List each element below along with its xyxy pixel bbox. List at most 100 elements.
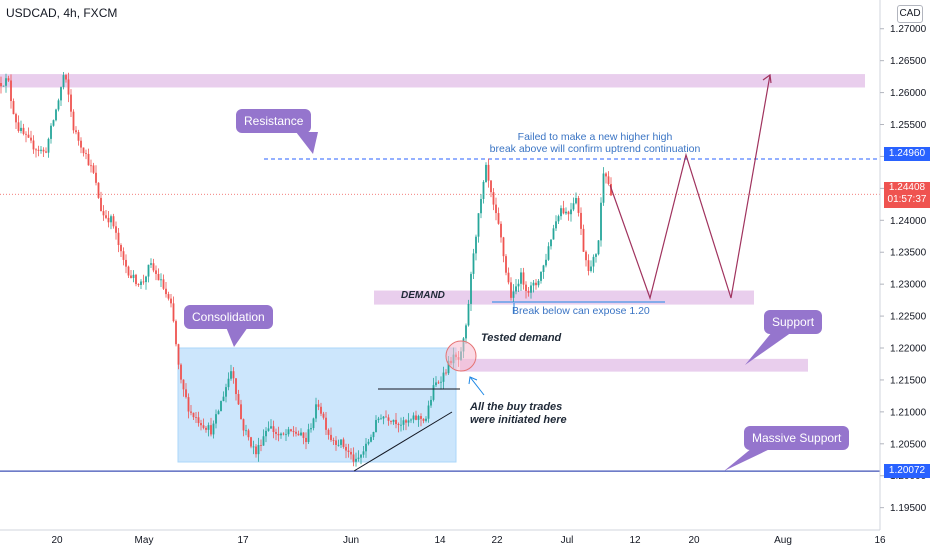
candle-body — [465, 325, 467, 339]
candle-body — [560, 208, 562, 217]
candle-body — [20, 127, 22, 131]
candle-body — [500, 223, 502, 238]
candle-body — [410, 419, 412, 421]
candle-body — [607, 176, 610, 184]
resistance-callout: Resistance — [236, 109, 312, 133]
candle-body — [190, 411, 192, 413]
candle-body — [30, 137, 32, 141]
candle-body — [427, 405, 430, 419]
demand-zone-label: DEMAND — [401, 290, 445, 301]
candle-body — [215, 414, 217, 424]
candle-body — [10, 80, 12, 102]
candle-body — [132, 274, 135, 278]
rising-trendline — [353, 411, 453, 472]
candle-body — [140, 281, 142, 285]
candle-body — [382, 416, 385, 419]
candle-body — [252, 446, 255, 448]
candle-body — [477, 213, 480, 237]
buy-trades-line1: All the buy trades — [470, 401, 563, 413]
candle-body — [255, 446, 257, 455]
candle-body — [527, 290, 530, 293]
candle-body — [170, 298, 172, 304]
candle-body — [380, 418, 382, 420]
y-tick-label: 1.25500 — [890, 120, 927, 131]
candle-body — [515, 286, 517, 292]
candle-body — [247, 430, 250, 438]
candle-body — [287, 429, 290, 435]
currency-button[interactable]: CAD — [897, 5, 923, 23]
candle-body — [490, 180, 492, 193]
y-tick-label: 1.19500 — [890, 503, 927, 514]
candle-body — [280, 433, 282, 436]
candle-body — [332, 440, 335, 441]
y-tick-label: 1.27000 — [890, 24, 927, 35]
candle-body — [487, 164, 490, 181]
candle-body — [482, 181, 485, 199]
current-price: 1.24408 — [888, 182, 926, 193]
candle-body — [290, 429, 292, 431]
candle-body — [235, 378, 237, 395]
candle-body — [62, 75, 65, 88]
candle-body — [582, 228, 585, 252]
candle-body — [155, 270, 157, 274]
candle-body — [485, 164, 487, 182]
candle-body — [532, 282, 535, 286]
candle-body — [212, 423, 215, 435]
candle-body — [292, 430, 295, 432]
candle-body — [187, 397, 190, 412]
candle-body — [430, 399, 432, 406]
candle-body — [525, 284, 527, 291]
candle-body — [407, 420, 410, 423]
candle-body — [125, 259, 127, 267]
failed-higher-high-note: Failed to make a new higher high break a… — [470, 131, 720, 155]
candle-body — [195, 417, 197, 418]
candle-body — [442, 372, 445, 382]
candle-body — [365, 443, 367, 452]
support-callout: Support — [764, 310, 823, 334]
candle-body — [327, 429, 330, 435]
candle-body — [265, 430, 267, 437]
candle-body — [70, 94, 72, 112]
candle-body — [495, 204, 497, 214]
candle-body — [150, 263, 152, 265]
candle-body — [185, 389, 187, 398]
x-tick-label: 16 — [874, 535, 886, 546]
candle-body — [7, 78, 10, 81]
candle-body — [397, 424, 400, 426]
candle-body — [55, 109, 57, 121]
candle-body — [512, 291, 515, 298]
candle-body — [227, 378, 230, 388]
candle-body — [272, 426, 275, 433]
candle-body — [242, 419, 245, 431]
x-tick-label: 20 — [688, 535, 700, 546]
candle-body — [342, 439, 345, 447]
candle-body — [372, 431, 375, 438]
candle-body — [305, 437, 307, 443]
candle-body — [595, 254, 597, 257]
candle-body — [580, 212, 582, 229]
candle-body — [585, 251, 587, 261]
candle-body — [480, 198, 482, 214]
candle-body — [237, 394, 240, 405]
consolidation-pointer — [226, 327, 248, 347]
candle-body — [112, 216, 115, 227]
candle-body — [172, 303, 175, 322]
candle-body — [95, 172, 97, 183]
candle-body — [587, 260, 590, 271]
candle-body — [497, 213, 500, 224]
candle-body — [165, 288, 167, 295]
overlay-drawings — [226, 73, 792, 472]
candle-body — [310, 428, 312, 430]
x-tick-label: 22 — [491, 535, 503, 546]
candle-body — [232, 371, 235, 379]
consolidation-box — [177, 347, 457, 463]
candle-body — [192, 412, 195, 418]
y-tick-label: 1.22000 — [890, 344, 927, 355]
candle-body — [230, 371, 232, 379]
candle-body — [602, 173, 605, 203]
candle-body — [402, 420, 405, 425]
candle-body — [505, 256, 507, 273]
candle-body — [92, 165, 95, 173]
